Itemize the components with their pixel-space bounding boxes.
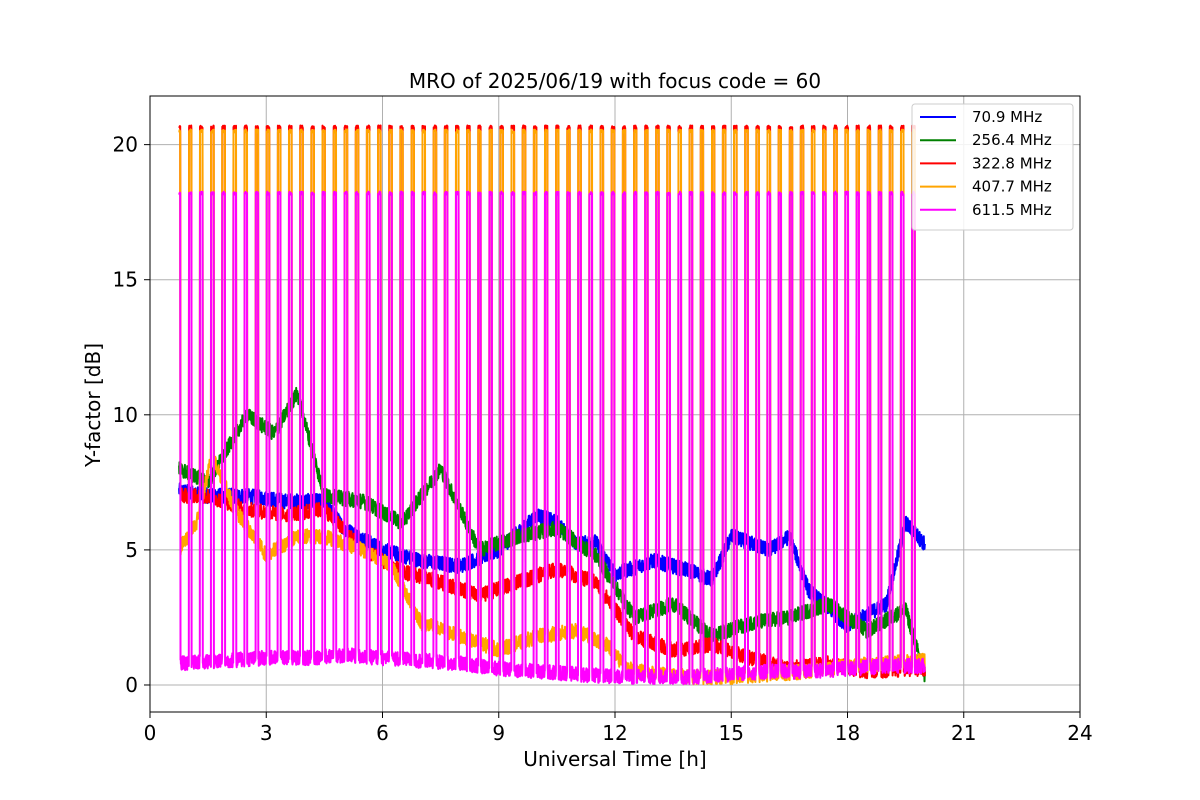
x-tick-label: 24 — [1067, 721, 1092, 745]
x-tick-label: 18 — [835, 721, 860, 745]
legend-label: 70.9 MHz — [972, 108, 1042, 126]
plot-area — [178, 124, 926, 686]
y-tick-label: 15 — [113, 268, 138, 292]
legend-label: 611.5 MHz — [972, 201, 1052, 219]
legend-label: 322.8 MHz — [972, 154, 1052, 172]
y-tick-label: 5 — [125, 538, 138, 562]
legend-label: 407.7 MHz — [972, 178, 1052, 196]
y-axis-label: Y-factor [dB] — [81, 343, 105, 468]
x-tick-label: 12 — [602, 721, 627, 745]
x-tick-label: 0 — [144, 721, 157, 745]
x-axis-label: Universal Time [h] — [523, 747, 706, 771]
legend: 70.9 MHz 256.4 MHz 322.8 MHz 407.7 MHz 611.5… — [911, 103, 1074, 231]
series-line — [178, 190, 926, 686]
x-tick-label: 9 — [492, 721, 505, 745]
series-layer — [178, 124, 926, 686]
axis-ticks: 0 3 6 9 12 15 18 21 24 0 5 10 15 20 — [113, 133, 1093, 745]
x-tick-label: 6 — [376, 721, 389, 745]
x-tick-label: 21 — [951, 721, 976, 745]
chart-title: MRO of 2025/06/19 with focus code = 60 — [409, 69, 821, 93]
x-tick-label: 3 — [260, 721, 273, 745]
y-tick-label: 0 — [125, 673, 138, 697]
y-tick-label: 10 — [113, 403, 138, 427]
x-tick-label: 15 — [719, 721, 744, 745]
y-tick-label: 20 — [113, 133, 138, 157]
legend-label: 256.4 MHz — [972, 131, 1052, 149]
legend-box — [911, 103, 1074, 231]
